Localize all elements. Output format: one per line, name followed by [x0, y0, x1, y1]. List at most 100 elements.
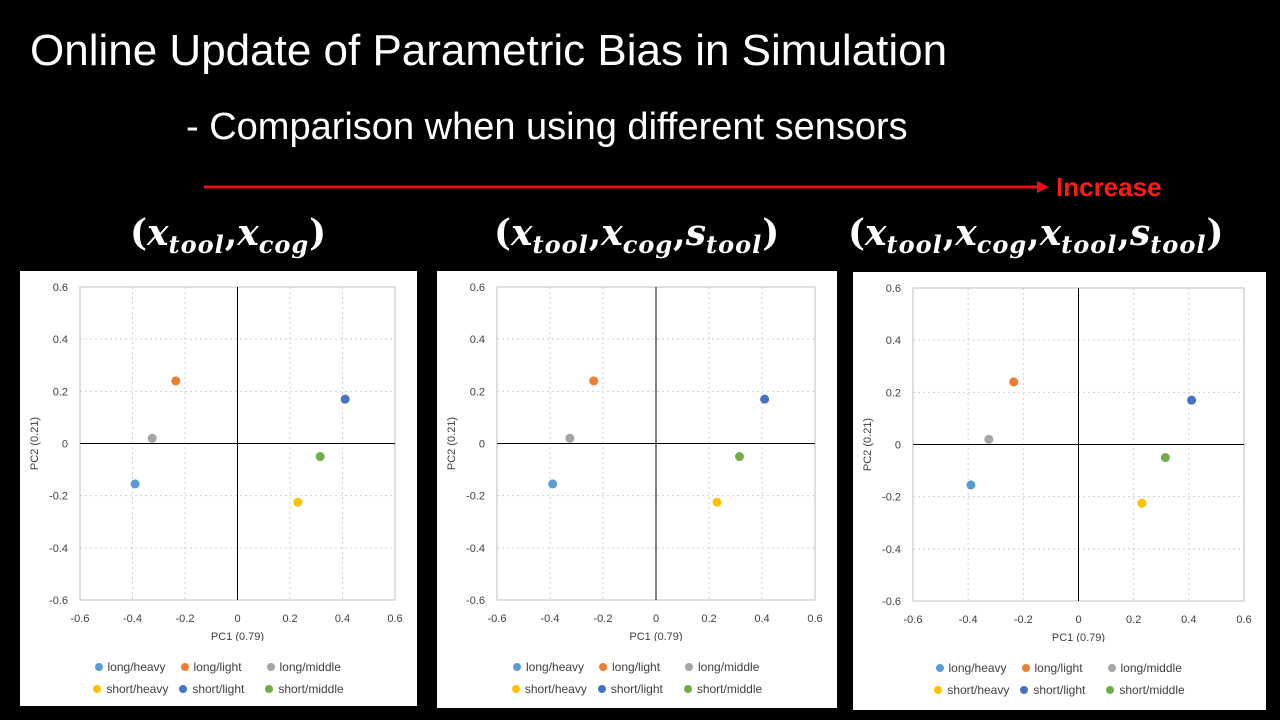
legend-label: long/middle	[698, 660, 760, 674]
chart-legend: long/heavy long/light long/middle short/hea…	[437, 656, 837, 700]
legend-item: short/light	[1020, 683, 1096, 697]
y-tick-label: -0.4	[882, 544, 901, 556]
y-tick-label: -0.6	[466, 595, 485, 607]
x-tick-label: -0.4	[123, 613, 142, 625]
x-tick-label: 0	[234, 613, 240, 625]
x-tick-label: 0.2	[701, 613, 716, 625]
formula-variable: x	[865, 212, 887, 254]
legend-label: long/heavy	[526, 660, 585, 674]
legend-label: long/middle	[1120, 661, 1182, 675]
formula-subscript: cog	[622, 230, 674, 259]
y-axis-title: PC2 (0.21)	[29, 417, 41, 470]
data-point-long-heavy	[548, 479, 558, 489]
legend-marker	[599, 663, 607, 671]
data-point-short-light	[340, 394, 350, 404]
legend-label: short/middle	[1119, 683, 1185, 697]
slide-title: Online Update of Parametric Bias in Simu…	[30, 26, 948, 75]
legend-label: short/light	[1033, 683, 1086, 697]
y-tick-label: -0.6	[882, 596, 901, 608]
formula-variable: s	[685, 212, 706, 254]
x-tick-label: 0	[653, 613, 659, 625]
x-tick-label: 0.6	[807, 613, 822, 625]
x-axis-title: PC1 (0.79)	[629, 631, 682, 641]
formula-subscript: cog	[258, 230, 310, 259]
legend-row: long/heavy long/light long/middle	[853, 657, 1266, 679]
scatter-plot: 0.6 0.4 0.2 0 -0.2 -0.4 -0.6-0.6 -0.4 -0.2 0 0.2 0.…	[446, 282, 823, 641]
x-tick-label: -0.6	[71, 613, 90, 625]
legend-label: short/heavy	[524, 682, 587, 696]
data-point-short-heavy	[1137, 498, 1147, 508]
legend-label: long/light	[1034, 661, 1083, 675]
y-tick-label: 0.4	[470, 334, 485, 346]
data-point-short-light	[760, 394, 770, 404]
legend-marker	[93, 685, 102, 693]
y-tick-label: 0	[895, 440, 901, 452]
legend-label: short/light	[192, 682, 245, 696]
x-tick-label: -0.2	[1014, 614, 1033, 626]
data-point-long-light	[171, 376, 181, 386]
formula-subscript: tool	[532, 230, 589, 259]
legend-marker	[513, 663, 521, 671]
chart-panel-3: 0.6 0.4 0.2 0 -0.2 -0.4 -0.6 -0.6 -0.4 -0.2 0 0.2 0.…	[853, 272, 1266, 710]
y-axis-title: PC2 (0.21)	[862, 418, 874, 471]
legend-marker	[266, 663, 275, 671]
y-tick-label: 0.4	[886, 335, 901, 347]
legend-item: long/heavy	[935, 661, 1012, 675]
y-tick-label: 0.6	[886, 283, 901, 295]
x-axis-title: PC1 (0.79)	[1052, 632, 1105, 642]
x-tick-label: 0	[1075, 614, 1081, 626]
formula-subscript: tool	[168, 230, 225, 259]
chart-legend: long/heavy long/light long/middle short/hea…	[853, 657, 1266, 701]
legend-marker	[180, 663, 189, 671]
data-point-long-heavy	[966, 480, 976, 490]
y-tick-label: -0.2	[466, 491, 485, 503]
y-tick-label: 0	[62, 439, 68, 451]
legend-item: short/middle	[265, 682, 344, 696]
legend-label: short/heavy	[106, 682, 169, 696]
x-tick-label: 0.2	[282, 613, 297, 625]
formula-subscript: cog	[976, 230, 1028, 259]
scatter-plot: 0.6 0.4 0.2 0 -0.2 -0.4 -0.6-0.6 -0.4 -0.2 0 0.2 0.…	[862, 283, 1252, 642]
formula-variable: s	[1129, 212, 1151, 254]
legend-item: long/middle	[1107, 661, 1184, 675]
legend-marker	[265, 685, 274, 693]
legend-row: short/heavy short/light short/middle	[853, 679, 1266, 701]
legend-marker	[685, 663, 693, 671]
x-tick-label: 0.6	[1236, 614, 1251, 626]
formula-subscript: tool	[1150, 230, 1207, 259]
legend-marker	[1021, 664, 1030, 672]
legend-label: long/middle	[279, 660, 341, 674]
legend-label: short/middle	[278, 682, 344, 696]
formula-variable: x	[511, 212, 533, 254]
data-point-short-middle	[734, 452, 744, 462]
legend-item: short/middle	[1106, 683, 1185, 697]
data-point-long-middle	[984, 434, 994, 444]
formula-variable: x	[237, 212, 259, 254]
legend-item: short/light	[179, 682, 255, 696]
legend-marker	[94, 663, 103, 671]
formula-variable: x	[955, 212, 977, 254]
y-tick-label: -0.6	[49, 595, 68, 607]
increase-label: Increase	[1056, 172, 1162, 202]
legend-item: long/light	[1021, 661, 1098, 675]
data-point-short-light	[1187, 395, 1197, 405]
scatter-plot: 0.6 0.4 0.2 0 -0.2 -0.4 -0.6-0.6 -0.4 -0.2 0 0.2 0.…	[29, 282, 403, 641]
y-tick-label: -0.2	[882, 492, 901, 504]
legend-marker	[935, 664, 944, 672]
chart-legend: long/heavy long/light long/middle short/hea…	[20, 656, 417, 700]
legend-marker	[511, 685, 520, 693]
x-tick-label: 0.4	[335, 613, 350, 625]
data-point-long-middle	[147, 433, 157, 443]
x-tick-label: -0.2	[176, 613, 195, 625]
legend-marker	[1107, 664, 1116, 672]
legend-label: short/heavy	[947, 683, 1010, 697]
formula-variable: x	[1039, 212, 1062, 254]
data-point-long-light	[1009, 377, 1019, 387]
legend-item: long/light	[599, 660, 675, 674]
legend-marker	[179, 685, 188, 693]
formula-3: (xtool,xcog,xtool,stool)	[848, 212, 1224, 259]
x-tick-label: 0.4	[1181, 614, 1196, 626]
y-tick-label: 0.2	[470, 386, 485, 398]
formula-subscript: tool	[1061, 230, 1118, 259]
legend-item: long/heavy	[513, 660, 589, 674]
